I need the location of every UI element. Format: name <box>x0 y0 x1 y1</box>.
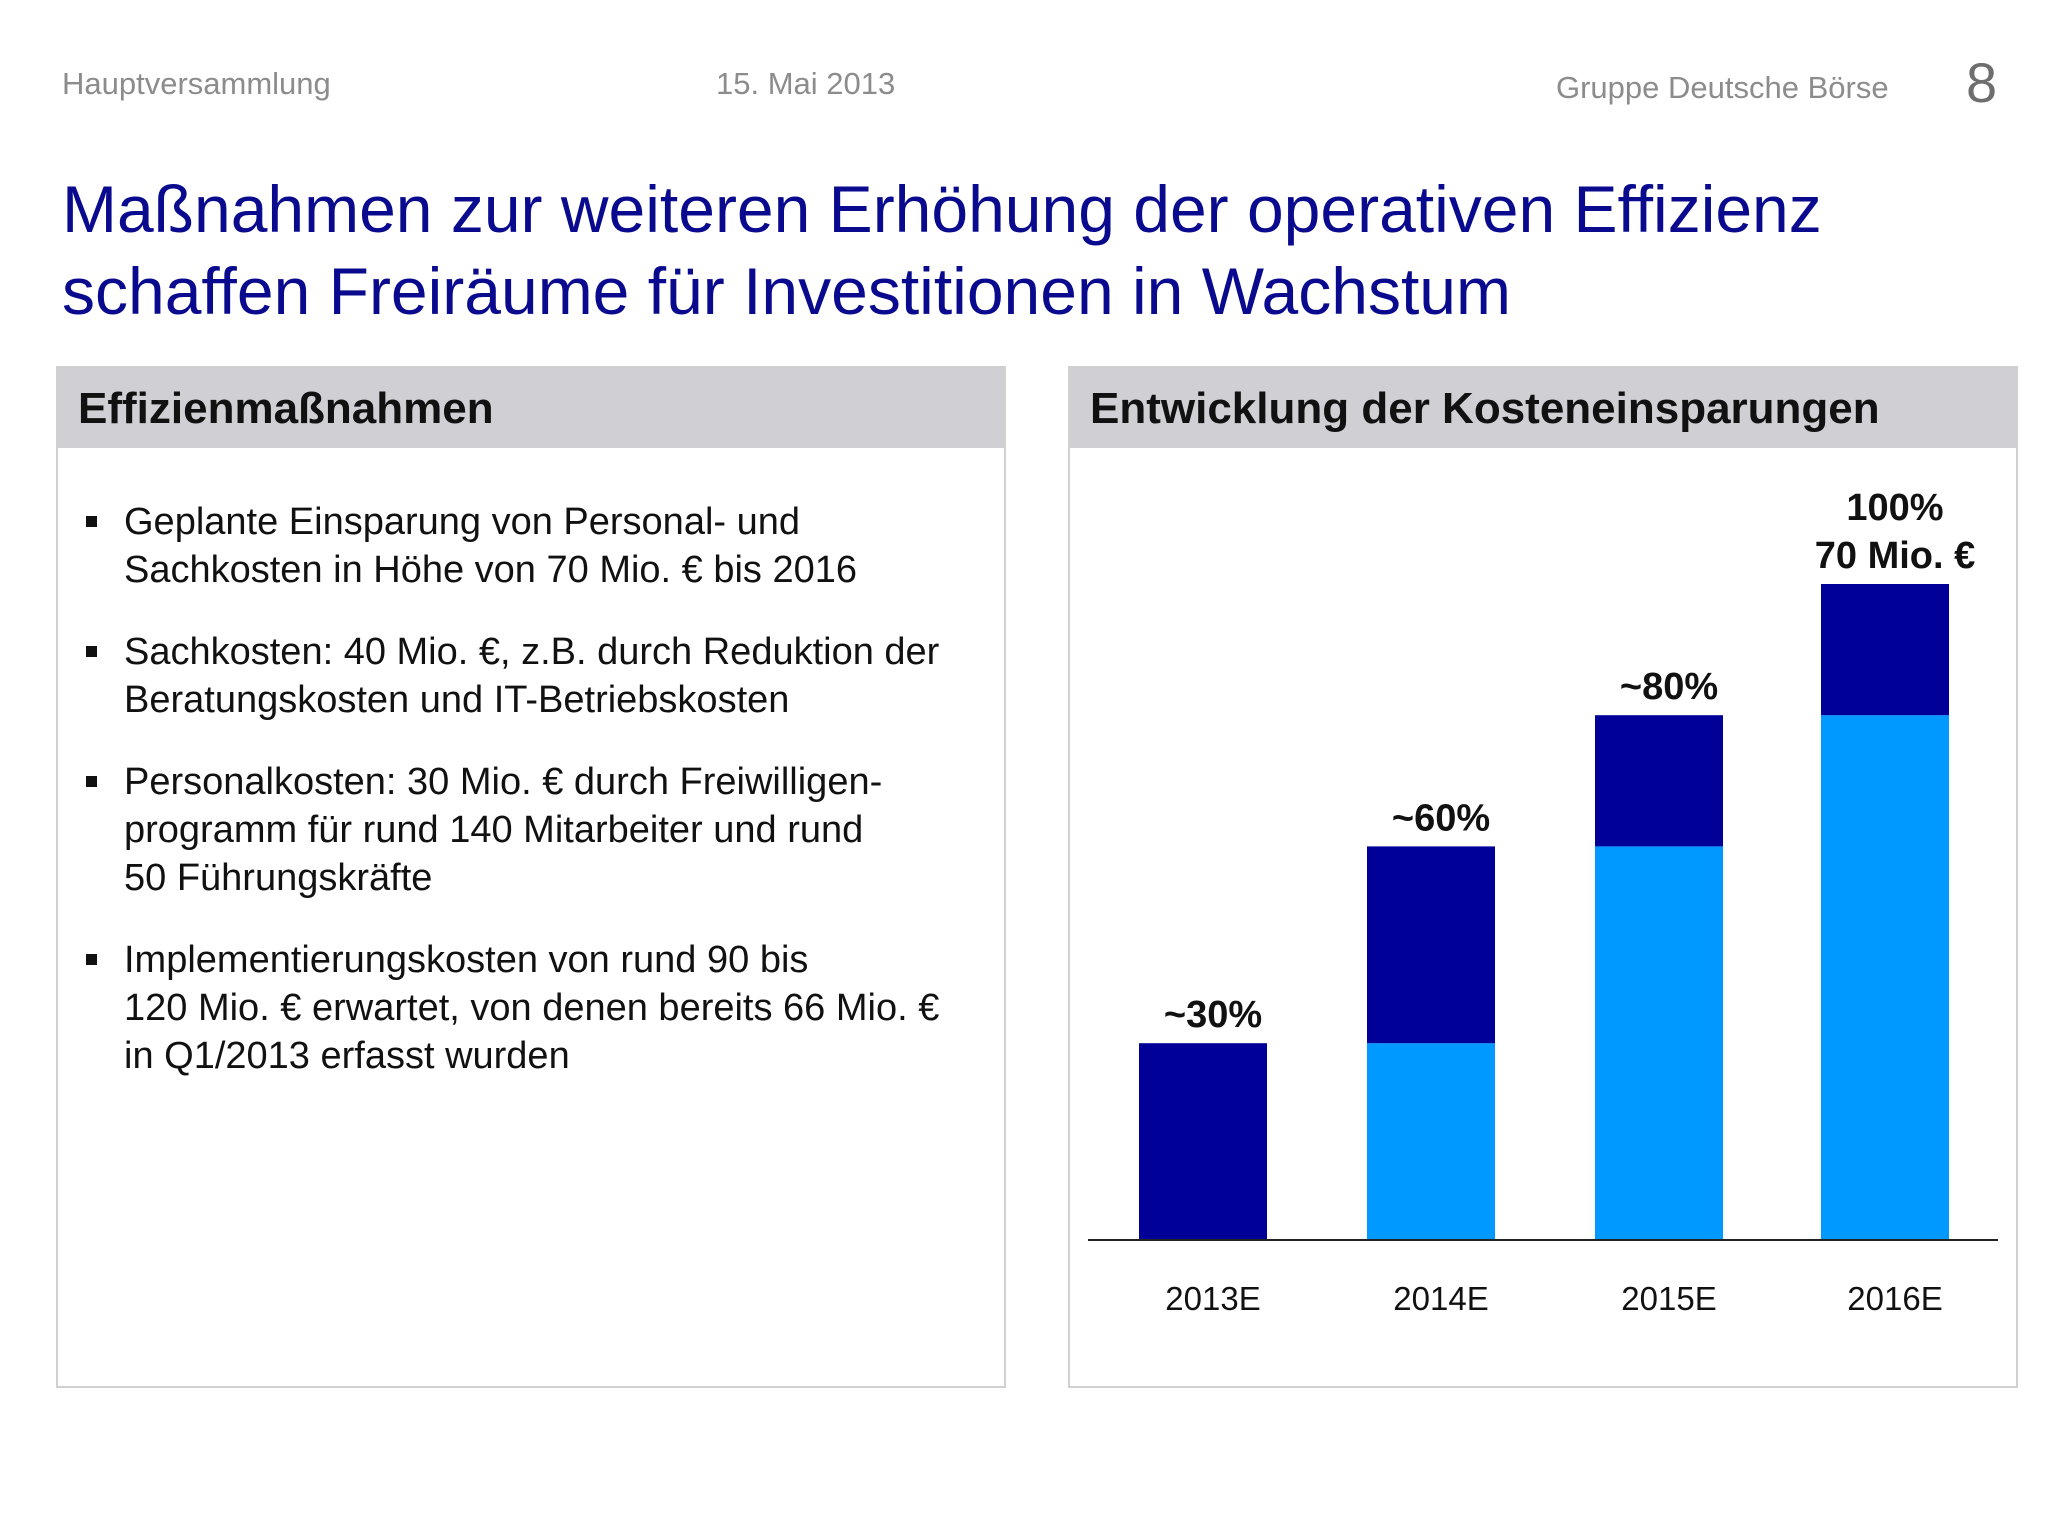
bullet-list: Geplante Einsparung von Personal- und Sac… <box>58 498 998 1114</box>
cost-savings-heading: Entwicklung der Kosteneinsparungen <box>1070 368 2016 448</box>
bar-2016E-segment-1 <box>1821 584 1949 716</box>
bullet-line: Personalkosten: 30 Mio. € durch Freiwill… <box>124 761 883 803</box>
bar-value-label: ~30% <box>1164 994 1262 1036</box>
bar-2014E-segment-0 <box>1367 1043 1495 1240</box>
bullet-line: Beratungskosten und IT-Betriebskosten <box>124 679 790 721</box>
bar-2016E-segment-0 <box>1821 715 1949 1240</box>
bullet-line: in Q1/2013 erfasst wurden <box>124 1035 570 1077</box>
header-date: 15. Mai 2013 <box>716 66 896 101</box>
bar-value-label: 70 Mio. € <box>1815 535 1976 577</box>
page-number: 8 <box>1966 51 1998 114</box>
slide-title-line1: Maßnahmen zur weiteren Erhöhung der oper… <box>62 172 1822 246</box>
efficiency-measures-panel: Effizienmaßnahmen Geplante Einsparung vo… <box>56 366 1006 1388</box>
header-company: Gruppe Deutsche Börse <box>1556 70 1889 105</box>
bullet-line: 50 Führungskräfte <box>124 857 433 899</box>
bullet-line: programm für rund 140 Mitarbeiter und ru… <box>124 809 864 851</box>
bullet-line: 120 Mio. € erwartet, von denen bereits 6… <box>124 987 940 1029</box>
bullet-item: Personalkosten: 30 Mio. € durch Freiwill… <box>58 758 998 902</box>
bar-value-label: ~60% <box>1392 797 1490 839</box>
bullet-line: Sachkosten: 40 Mio. €, z.B. durch Redukt… <box>124 631 940 673</box>
efficiency-measures-heading: Effizienmaßnahmen <box>58 368 1004 448</box>
slide-title-line2: schaffen Freiräume für Investitionen in … <box>62 254 1511 328</box>
bullet-item: Implementierungskosten von rund 90 bis 12… <box>58 936 998 1080</box>
bullet-item: Sachkosten: 40 Mio. €, z.B. durch Redukt… <box>58 628 998 724</box>
bar-2015E-segment-1 <box>1595 715 1723 847</box>
cost-savings-panel: Entwicklung der Kosteneinsparungen ~30% 2… <box>1068 366 2018 1388</box>
x-tick-label: 2015E <box>1621 1280 1716 1317</box>
bullet-line: Sachkosten in Höhe von 70 Mio. € bis 201… <box>124 549 858 591</box>
bar-2013E-segment-1 <box>1139 1043 1267 1240</box>
x-tick-label: 2016E <box>1847 1280 1942 1317</box>
bullet-line: Geplante Einsparung von Personal- und <box>124 501 801 543</box>
bar-value-label: 100% <box>1846 487 1943 529</box>
bar-2014E-segment-1 <box>1367 846 1495 1044</box>
x-tick-label: 2014E <box>1393 1280 1488 1317</box>
slide-title: Maßnahmen zur weiteren Erhöhung der oper… <box>62 168 2002 332</box>
bar-2015E-segment-0 <box>1595 846 1723 1240</box>
header-event: Hauptversammlung <box>62 66 331 101</box>
bullet-item: Geplante Einsparung von Personal- und Sac… <box>58 498 998 594</box>
cost-savings-chart: ~30% 2013E ~60% 2014E ~80% 2015E 100% 70 Mio. €… <box>1088 487 1998 1317</box>
bullet-line: Implementierungskosten von rund 90 bis <box>124 939 809 981</box>
x-tick-label: 2013E <box>1165 1280 1260 1317</box>
bar-value-label: ~80% <box>1620 666 1718 708</box>
